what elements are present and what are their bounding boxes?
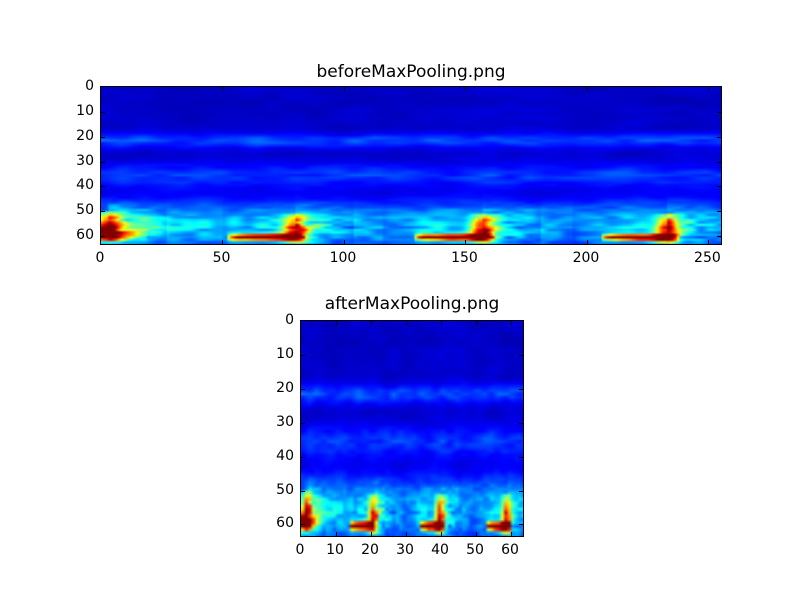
xtick-label: 40 bbox=[431, 542, 449, 558]
xtick-label: 10 bbox=[326, 542, 344, 558]
xtick-label: 60 bbox=[501, 542, 519, 558]
xtick-label: 20 bbox=[361, 542, 379, 558]
ytick-label: 10 bbox=[76, 102, 94, 119]
ytick-mark bbox=[101, 236, 105, 238]
xtick-mark bbox=[336, 321, 337, 325]
xtick-mark bbox=[371, 321, 372, 325]
ytick-label: 30 bbox=[76, 152, 94, 169]
ytick-label: 40 bbox=[76, 177, 94, 194]
xtick-label: 50 bbox=[212, 250, 231, 266]
xtick-mark bbox=[511, 532, 512, 536]
xtick-mark bbox=[343, 240, 345, 244]
ytick-mark bbox=[301, 388, 305, 390]
ytick-mark bbox=[101, 161, 105, 163]
xtick-mark bbox=[441, 321, 442, 325]
ytick-label: 10 bbox=[276, 345, 294, 362]
ytick-mark bbox=[519, 524, 523, 526]
xtick-label: 150 bbox=[451, 250, 478, 266]
xtick-label: 50 bbox=[466, 542, 484, 558]
ytick-mark bbox=[301, 456, 305, 458]
xtick-mark bbox=[406, 532, 407, 536]
ytick-label: 0 bbox=[285, 312, 294, 328]
xtick-mark bbox=[343, 87, 345, 91]
ytick-mark bbox=[717, 236, 721, 238]
ytick-label: 60 bbox=[276, 515, 294, 532]
xtick-label: 0 bbox=[295, 542, 305, 558]
heatmap-panel-before bbox=[100, 86, 722, 245]
ytick-mark bbox=[717, 161, 721, 163]
axes-after-max-pooling: afterMaxPooling.png 0 10 20 30 40 50 60 0 10 20 30… bbox=[276, 294, 524, 557]
ytick-mark bbox=[717, 186, 721, 188]
ytick-mark bbox=[301, 490, 305, 492]
ytick-label: 20 bbox=[276, 379, 294, 396]
plot-title-before: beforeMaxPooling.png bbox=[316, 62, 506, 82]
ytick-mark bbox=[101, 186, 105, 188]
xtick-mark bbox=[586, 87, 588, 91]
xtick-mark bbox=[586, 240, 588, 244]
xtick-mark bbox=[441, 532, 442, 536]
xtick-label: 100 bbox=[329, 250, 357, 266]
ytick-mark bbox=[101, 211, 105, 213]
xtick-mark bbox=[708, 240, 710, 244]
ytick-label: 60 bbox=[76, 227, 94, 244]
ytick-mark bbox=[101, 111, 105, 113]
xtick-mark bbox=[222, 87, 224, 91]
ytick-mark bbox=[519, 422, 523, 424]
ytick-mark bbox=[519, 456, 523, 458]
xtick-mark bbox=[465, 240, 467, 244]
xtick-mark bbox=[406, 321, 407, 325]
heatmap-canvas-before bbox=[101, 87, 721, 244]
xtick-mark bbox=[476, 321, 477, 325]
xtick-mark bbox=[465, 87, 467, 91]
xtick-mark bbox=[511, 321, 512, 325]
ytick-label: 0 bbox=[85, 78, 94, 94]
ytick-mark bbox=[101, 136, 105, 138]
ytick-mark bbox=[717, 136, 721, 138]
xtick-mark bbox=[371, 532, 372, 536]
xtick-mark bbox=[476, 532, 477, 536]
ytick-mark bbox=[717, 111, 721, 113]
xtick-label: 30 bbox=[396, 542, 414, 558]
ytick-label: 50 bbox=[76, 202, 94, 219]
heatmap-canvas-after bbox=[301, 321, 523, 536]
ytick-label: 40 bbox=[276, 447, 294, 464]
ytick-mark bbox=[519, 388, 523, 390]
ytick-mark bbox=[301, 422, 305, 424]
xtick-label: 250 bbox=[694, 250, 721, 266]
ytick-mark bbox=[301, 354, 305, 356]
ytick-mark bbox=[519, 354, 523, 356]
xtick-mark bbox=[708, 87, 710, 91]
xtick-label: 200 bbox=[572, 250, 600, 266]
ytick-label: 30 bbox=[276, 413, 294, 430]
ytick-label: 50 bbox=[276, 481, 294, 498]
ytick-mark bbox=[717, 211, 721, 213]
axes-before-max-pooling: beforeMaxPooling.png 0 10 20 30 40 50 60 0 50 100… bbox=[76, 62, 722, 265]
heatmap-panel-after bbox=[300, 320, 524, 537]
ytick-mark bbox=[301, 524, 305, 526]
ytick-label: 20 bbox=[76, 127, 94, 144]
xtick-label: 0 bbox=[95, 250, 105, 266]
ytick-mark bbox=[519, 490, 523, 492]
plot-title-after: afterMaxPooling.png bbox=[324, 294, 500, 314]
xtick-mark bbox=[336, 532, 337, 536]
xtick-mark bbox=[222, 240, 224, 244]
